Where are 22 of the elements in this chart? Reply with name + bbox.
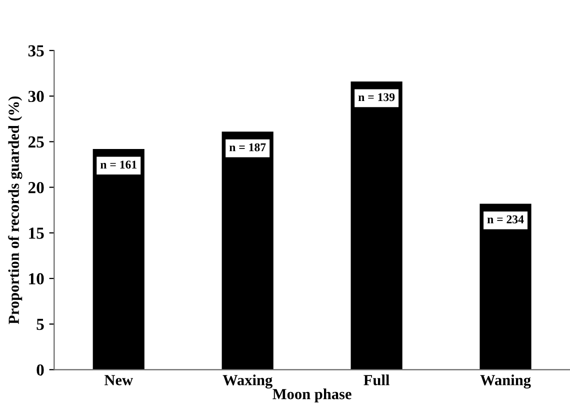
y-tick-label: 25	[28, 136, 44, 148]
y-tick-label: 0	[36, 364, 44, 376]
x-tick-label: Full	[364, 374, 390, 386]
x-tick-label: New	[104, 375, 133, 386]
y-tick-label: 20	[28, 182, 44, 194]
x-tick-label: Waxing	[222, 374, 272, 388]
y-tick-label: 5	[36, 318, 44, 330]
y-tick-label: 35	[28, 45, 44, 56]
y-tick-label: 10	[29, 273, 44, 284]
x-axis-title: Moon phase	[272, 388, 352, 402]
annotation: n = 187	[229, 143, 266, 152]
annotation: n = 139	[358, 93, 395, 102]
annotation: n = 161	[100, 160, 136, 169]
x-tick-label: Waning	[480, 374, 531, 388]
bar	[350, 82, 402, 370]
y-tick-label: 15	[29, 228, 44, 239]
y-axis-title: Proportion of records guarded (%)	[8, 96, 22, 324]
bar	[222, 132, 274, 370]
annotation: n = 234	[487, 215, 524, 224]
y-tick-label: 30	[28, 90, 44, 102]
bar	[480, 204, 532, 370]
bar	[92, 148, 144, 370]
